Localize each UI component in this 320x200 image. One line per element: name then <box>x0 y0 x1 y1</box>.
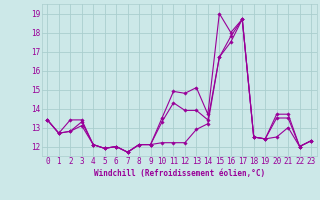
X-axis label: Windchill (Refroidissement éolien,°C): Windchill (Refroidissement éolien,°C) <box>94 169 265 178</box>
